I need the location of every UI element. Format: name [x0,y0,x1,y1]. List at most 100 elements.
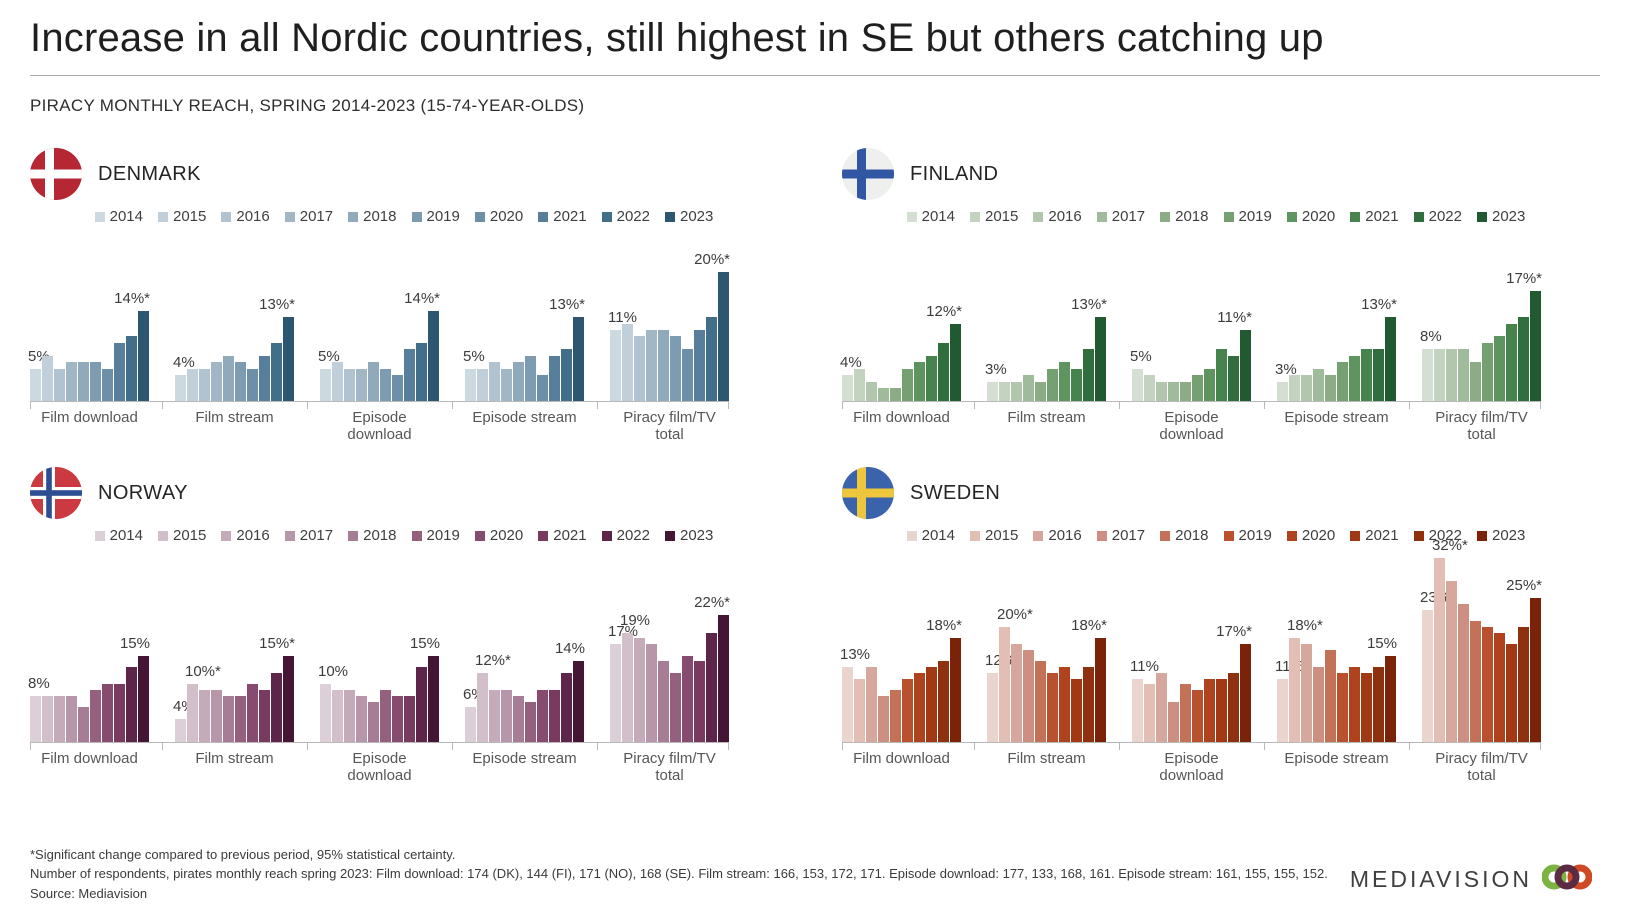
legend-year-label: 2016 [1048,208,1082,225]
bar-chart-norway: 8% 15% 4% 10%* 15%* 10% 15% 6% 12%* 14% 17% 19% 22%* [28,554,730,750]
legend-swatch [970,530,980,541]
bar-2020 [1494,336,1505,401]
bar-2016 [489,690,500,742]
bar-value-label: 14%* [404,290,440,307]
legend-item-2020: 2020 [474,208,524,225]
bar-2016 [866,667,877,742]
bar-2019 [1047,673,1058,742]
legend-swatch [474,530,485,541]
bar-2023: 20%* [694,251,730,401]
bar-2016 [866,382,877,401]
legend-year-label: 2020 [489,208,524,225]
bar-chart-denmark: 5% 14%* 4% 13%* 5% 14%* 5% 13%* 11% 20%* [28,251,730,409]
legend-item-2018: 2018 [348,208,397,225]
bar-2015: 32%* [1432,537,1468,742]
group-label: Piracy film/TV total [623,409,716,443]
bar-2018 [1325,375,1336,401]
bar-2017 [211,362,222,401]
bar-2021 [1361,673,1372,742]
group-label: Film stream [1007,409,1086,426]
bar-2019 [525,356,536,401]
year-legend: 2014 2015 2016 2017 2018 2019 2020 2021 2022 2023 [30,208,778,225]
bar-2022 [938,661,949,742]
bar-2020 [1494,633,1505,742]
legend-item-2015: 2015 [158,208,206,225]
legend-item-2021: 2021 [538,527,587,544]
bar-2023: 14% [555,640,585,742]
group-label: Film download [853,409,950,426]
bar-group: 4% 13%* [162,269,295,409]
bar-2021 [1506,644,1517,742]
panel-header-denmark: DENMARK [30,148,778,200]
bar-2020 [682,349,693,401]
legend-swatch [348,211,359,222]
bar-2023: 15% [1367,635,1397,742]
bar-2014: 3% [985,361,1007,401]
bar-2020 [1059,667,1070,742]
bar-2018 [78,362,89,401]
bar-value-label: 20%* [694,251,730,268]
legend-year-label: 2018 [1175,527,1209,544]
bar-2023: 15% [410,635,440,742]
bar-group: 5% 14%* [307,269,440,409]
group-label: Episode stream [1284,409,1389,426]
bar-2019 [525,702,536,742]
country-name: FINLAND [910,162,999,185]
bar-2020 [392,696,403,742]
legend-year-label: 2021 [553,208,587,225]
bar-2018 [223,356,234,401]
group-label: Piracy film/TV total [1435,750,1528,784]
group-label: Episode download [347,750,412,784]
bar-2017 [356,696,367,742]
bar-2015 [332,362,343,401]
bar-2019 [1482,627,1493,742]
group-label: Episode download [347,409,412,443]
legend-year-label: 2023 [1492,527,1526,544]
legend-year-label: 2022 [1428,208,1462,225]
legend-year-label: 2016 [236,208,270,225]
sweden-flag-icon [842,467,894,519]
bar-2020 [102,684,113,742]
bar-2017 [878,388,889,401]
bar-2019 [235,696,246,742]
bar-2022 [706,633,717,742]
bar-2015: 19% [620,612,650,742]
bar-2014: 5% [28,348,50,401]
legend-swatch [158,211,168,222]
bar-value-label: 8% [1420,328,1442,345]
legend-swatch [1223,530,1234,541]
legend-year-label: 2015 [173,527,207,544]
bar-2014: 10% [318,663,348,742]
norway-flag-icon [30,467,82,519]
bar-value-label: 11% [608,309,637,326]
bar-2017 [1458,349,1469,401]
bar-2021 [404,696,415,742]
bar-2018 [78,707,89,742]
legend-swatch [1286,211,1297,222]
group-label: Episode stream [472,409,577,426]
bar-2022 [126,336,137,401]
bar-2017 [878,696,889,742]
bar-2014: 6% [463,686,485,742]
bar-2014: 4% [173,698,195,742]
bar-2021 [694,330,705,401]
bar-2016 [1156,382,1167,401]
bar-2014: 12% [985,652,1015,742]
legend-swatch [665,211,675,222]
legend-swatch [1033,530,1044,541]
bar-2016 [1446,349,1457,401]
bar-2017 [1168,702,1179,742]
bar-chart-sweden: 13% 18%* 12% 20%* 18%* 11% 17%* 11% 18%* 15% 23% 32… [840,537,1542,750]
group-label: Episode download [1159,750,1224,784]
legend-swatch [1223,211,1234,222]
mediavision-rings-icon [1541,864,1593,895]
legend-year-label: 2021 [1365,527,1399,544]
legend-year-label: 2022 [616,527,650,544]
bar-2023: 13%* [1361,296,1397,401]
bar-2016 [54,369,65,401]
bar-2019 [1337,362,1348,401]
charts-grid: DENMARK 2014 2015 2016 2017 2018 2019 2020 2021 2… [28,148,1590,784]
bar-2014: 4% [173,354,195,401]
bar-2022 [271,673,282,742]
bar-2015 [999,382,1010,401]
